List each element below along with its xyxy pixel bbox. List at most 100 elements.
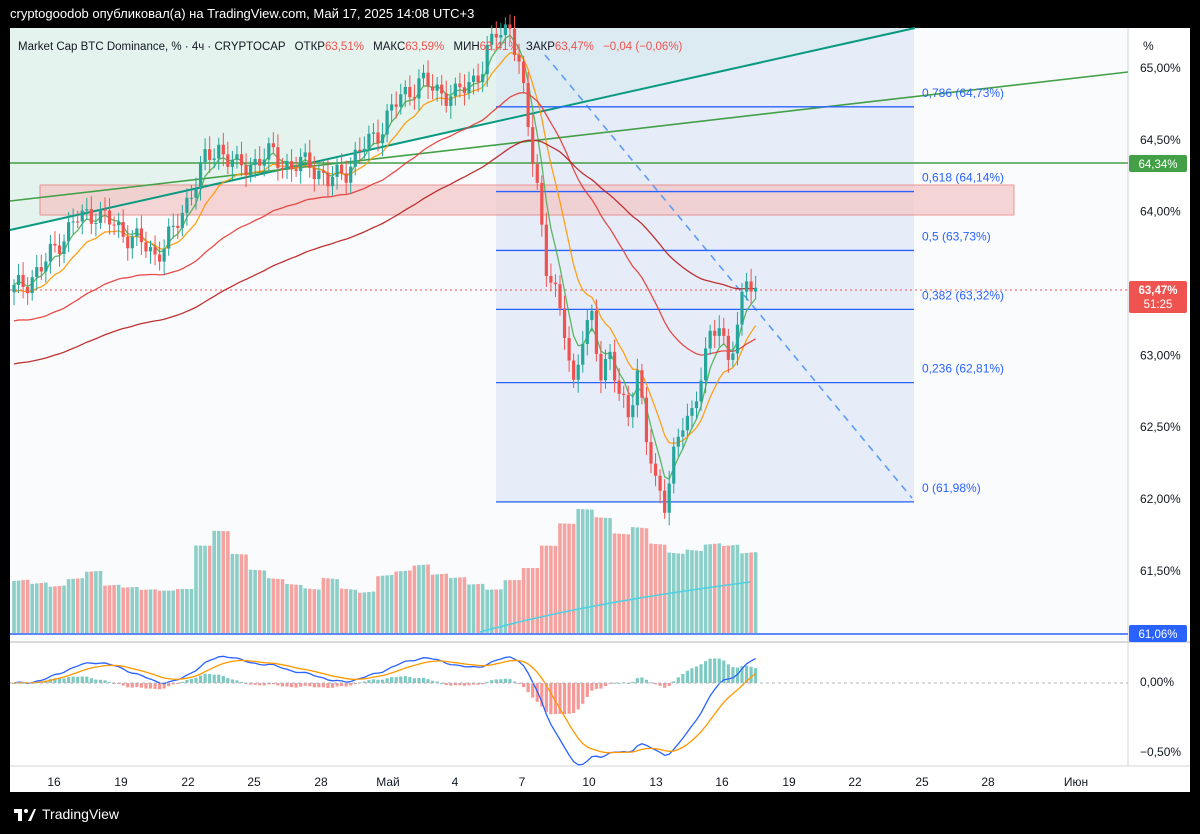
candle-body[interactable] — [440, 84, 444, 94]
fib-levels[interactable]: 0,786 (64,73%) 0,618 (64,14%) 0,5 (63,73%)… — [496, 86, 1004, 503]
candle-body[interactable] — [667, 483, 671, 513]
trend-line-teal[interactable] — [9, 27, 916, 231]
candle-body[interactable] — [85, 209, 89, 211]
candle-body[interactable] — [262, 159, 266, 166]
candle-body[interactable] — [230, 159, 234, 167]
candle-body[interactable] — [744, 281, 749, 292]
candle-body[interactable] — [317, 170, 321, 180]
candle-body[interactable] — [153, 247, 157, 255]
candle-body[interactable] — [699, 380, 703, 402]
candle-body[interactable] — [358, 149, 362, 152]
candle-body[interactable] — [267, 143, 271, 160]
candle-body[interactable] — [280, 167, 285, 169]
price-axis[interactable]: 65,00% 64,50% 64,00% 63,00% 62,50% 62,00% 61,5… — [1140, 61, 1181, 578]
candle-body[interactable] — [644, 397, 649, 443]
candle-body[interactable] — [444, 93, 448, 106]
candle-body[interactable] — [594, 310, 598, 354]
candle-body[interactable] — [585, 320, 589, 345]
candle-body[interactable] — [603, 359, 608, 381]
candle-body[interactable] — [403, 86, 407, 95]
candle-body[interactable] — [622, 393, 626, 396]
candle-body[interactable] — [12, 284, 16, 293]
osc-axis[interactable]: 0,00% −0,50% — [10, 675, 1181, 759]
candle-body[interactable] — [467, 81, 471, 94]
candle-body[interactable] — [517, 54, 521, 62]
candle-body[interactable] — [562, 308, 567, 339]
candle-body[interactable] — [294, 169, 298, 172]
candle-body[interactable] — [540, 182, 544, 225]
candle-body[interactable] — [349, 166, 353, 183]
candle-body[interactable] — [426, 72, 430, 87]
candle-body[interactable] — [512, 28, 517, 55]
candle-body[interactable] — [330, 176, 335, 187]
candle-body[interactable] — [71, 221, 75, 223]
candle-body[interactable] — [576, 364, 580, 380]
candle-body[interactable] — [553, 282, 558, 285]
candle-body[interactable] — [462, 87, 467, 94]
candle-body[interactable] — [649, 442, 653, 464]
candle-body[interactable] — [239, 154, 244, 166]
candle-body[interactable] — [176, 225, 180, 228]
candle-body[interactable] — [590, 310, 594, 321]
candle-body[interactable] — [258, 158, 262, 166]
candle-body[interactable] — [344, 173, 348, 183]
candle-body[interactable] — [135, 228, 139, 237]
candle-body[interactable] — [740, 291, 744, 325]
candle-body[interactable] — [30, 277, 34, 294]
candle-body[interactable] — [731, 353, 735, 360]
candle-body[interactable] — [499, 34, 503, 38]
candle-body[interactable] — [107, 210, 112, 225]
candle-body[interactable] — [80, 210, 84, 222]
candle-body[interactable] — [144, 242, 148, 252]
candle-body[interactable] — [754, 287, 758, 292]
candle-body[interactable] — [385, 110, 389, 135]
candle-body[interactable] — [435, 84, 439, 91]
candle-body[interactable] — [94, 223, 98, 225]
candle-body[interactable] — [67, 222, 71, 242]
candle-body[interactable] — [458, 83, 462, 88]
candle-body[interactable] — [617, 380, 621, 394]
candle-body[interactable] — [531, 127, 535, 165]
candles[interactable] — [12, 14, 758, 526]
candle-body[interactable] — [453, 83, 457, 97]
candle-body[interactable] — [249, 164, 253, 176]
candle-body[interactable] — [572, 360, 576, 380]
candle-body[interactable] — [608, 351, 612, 360]
candle-body[interactable] — [180, 212, 184, 228]
candle-body[interactable] — [253, 158, 257, 165]
candle-body[interactable] — [167, 226, 171, 249]
candle-body[interactable] — [749, 281, 753, 292]
candle-body[interactable] — [613, 351, 617, 381]
candle-body[interactable] — [121, 221, 125, 237]
candle-body[interactable] — [681, 430, 685, 437]
candle-body[interactable] — [158, 254, 162, 262]
candle-body[interactable] — [221, 144, 225, 155]
candle-body[interactable] — [148, 247, 153, 252]
candle-body[interactable] — [44, 261, 48, 272]
candle-body[interactable] — [485, 44, 489, 75]
candle-body[interactable] — [390, 104, 394, 111]
candle-body[interactable] — [130, 236, 134, 249]
candle-body[interactable] — [658, 475, 662, 491]
candle-body[interactable] — [117, 221, 121, 226]
candle-body[interactable] — [635, 370, 639, 406]
candle-body[interactable] — [549, 275, 553, 283]
candle-body[interactable] — [640, 370, 644, 398]
candle-body[interactable] — [631, 405, 635, 418]
candle-body[interactable] — [39, 267, 43, 272]
candle-body[interactable] — [708, 330, 712, 349]
candle-body[interactable] — [276, 147, 280, 168]
candle-body[interactable] — [98, 209, 103, 224]
candle-body[interactable] — [672, 446, 676, 484]
candle-body[interactable] — [494, 33, 498, 38]
candle-body[interactable] — [367, 133, 371, 149]
candle-body[interactable] — [535, 164, 539, 183]
candle-body[interactable] — [408, 86, 412, 98]
candle-body[interactable] — [16, 274, 21, 285]
candle-body[interactable] — [235, 154, 239, 160]
candle-body[interactable] — [362, 148, 366, 152]
candle-body[interactable] — [421, 72, 426, 79]
candle-body[interactable] — [35, 267, 39, 278]
candle-body[interactable] — [103, 209, 107, 211]
candle-body[interactable] — [626, 395, 630, 418]
